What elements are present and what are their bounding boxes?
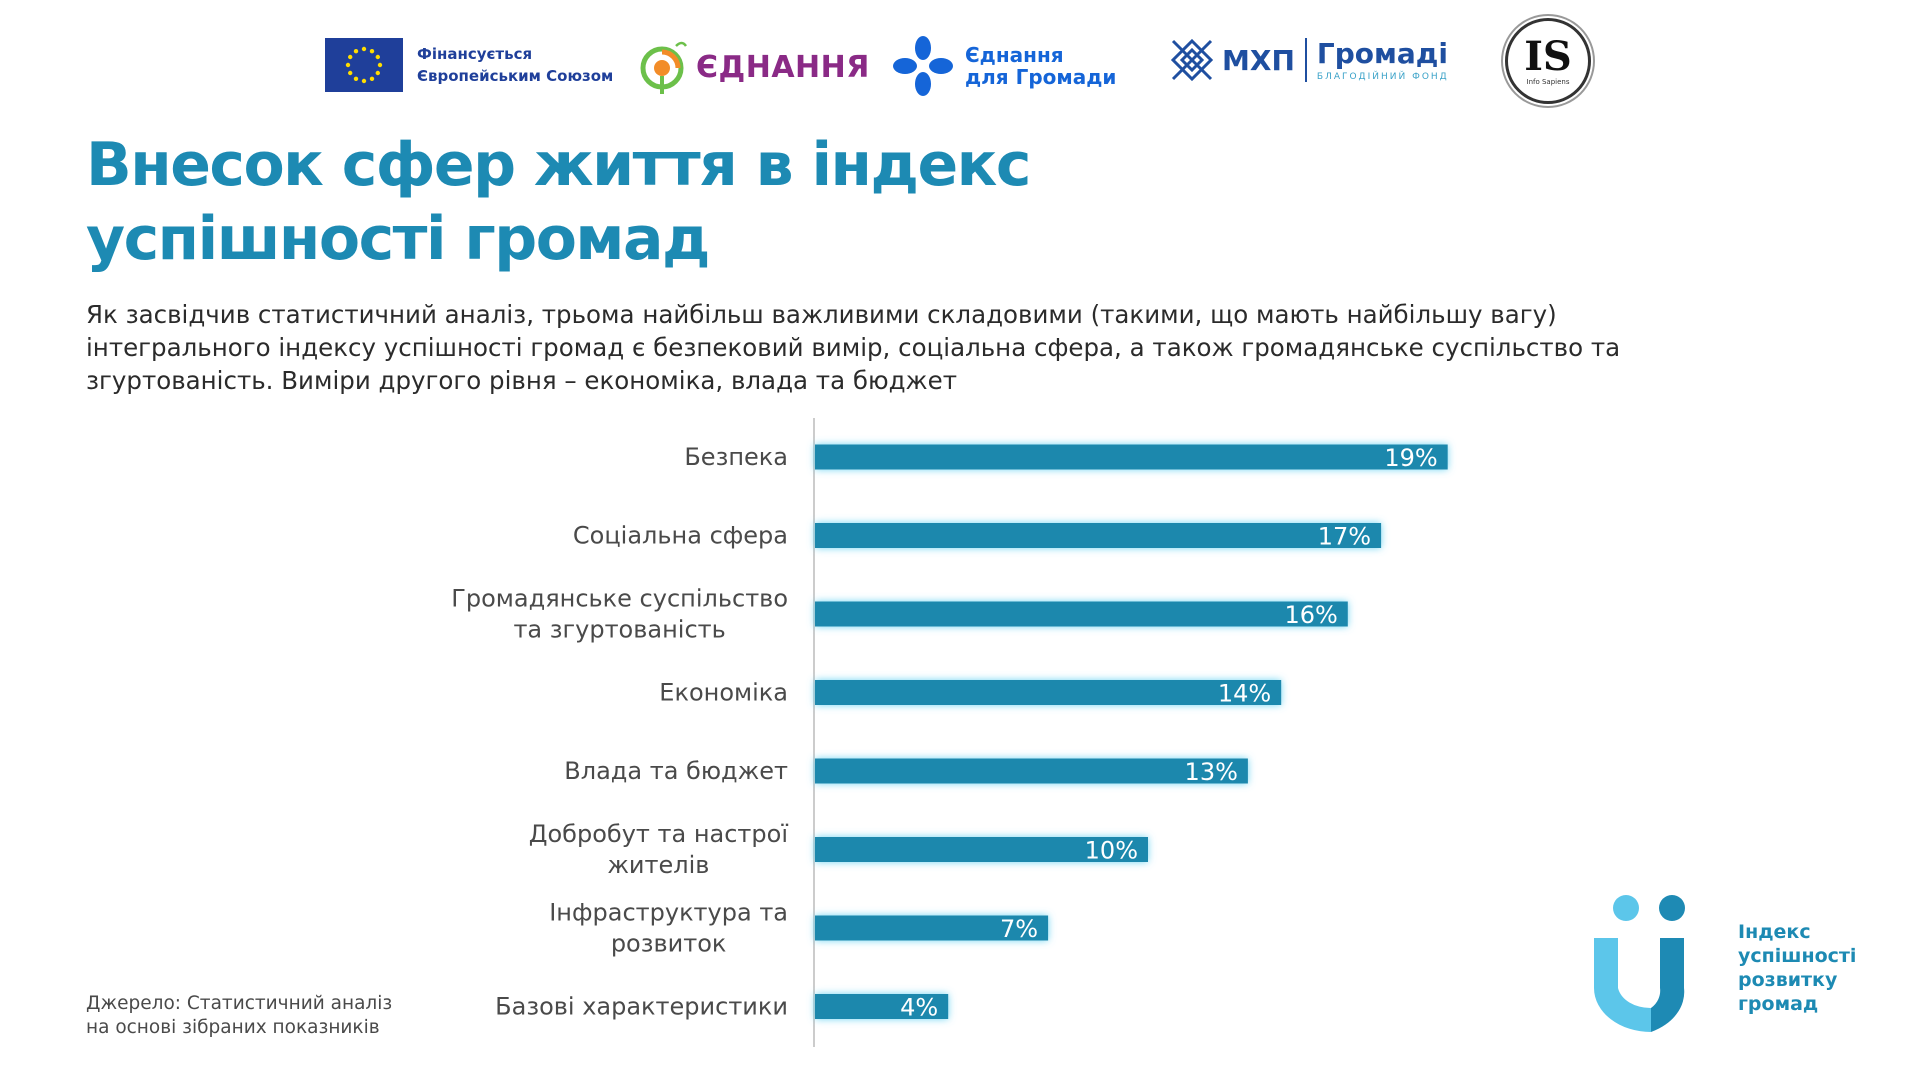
value-label-3: 16%: [1284, 601, 1337, 629]
value-label-8: 4%: [900, 994, 938, 1022]
info-sapiens-logo: IS Info Sapiens: [1505, 18, 1591, 104]
page-title-line2: успішності громад: [86, 204, 710, 274]
category-label-7-line2: розвиток: [611, 930, 727, 958]
source-note: Джерело: Статистичний аналіз на основі з…: [86, 992, 446, 1040]
page-title: Внесок сфер життя в індекс успішності гр…: [86, 128, 1386, 276]
brand-line2: успішності: [1738, 945, 1857, 967]
partner-logos: Фінансується Європейським Союзом ЄДНАННЯ…: [0, 0, 1919, 140]
mhp-fund-caption: БЛАГОДІЙНИЙ ФОНД: [1316, 72, 1449, 82]
mhp-divider: [1304, 38, 1307, 82]
brand-line1: Індекс: [1738, 921, 1811, 943]
category-label-7-line1: Інфраструктура та: [549, 899, 788, 927]
ednannia-hromady-petals-icon: [893, 36, 953, 96]
ednannia-flower-icon: [640, 41, 688, 94]
value-label-1: 19%: [1384, 444, 1437, 472]
category-label-3-line2: та згуртованість: [513, 616, 725, 644]
mhp-wordmark: МХП: [1222, 43, 1295, 77]
bar-4: [815, 680, 1282, 705]
mhp-ornament-icon: [1170, 38, 1214, 82]
category-label-8: Базові характеристики: [495, 993, 788, 1021]
eu-text-line2: Європейським Союзом: [417, 67, 614, 85]
bar-7: [815, 915, 1049, 941]
bar-1: [815, 444, 1448, 470]
mhp-hromadi-logo: МХП Громаді БЛАГОДІЙНИЙ ФОНД: [1170, 38, 1449, 82]
category-label-2: Соціальна сфера: [573, 522, 788, 550]
bar-8: [815, 994, 949, 1019]
value-label-5: 13%: [1185, 758, 1238, 786]
info-sapiens-badge: IS Info Sapiens: [1505, 18, 1591, 104]
brand-line4: громад: [1738, 993, 1819, 1015]
bar-6: [815, 837, 1148, 862]
hromadi-wordmark: Громаді: [1316, 37, 1449, 70]
ednannia-hromady-logo: Єднання для Громади: [893, 36, 1145, 96]
ednannia-logo: ЄДНАННЯ: [640, 38, 870, 96]
value-label-6: 10%: [1085, 837, 1138, 865]
info-sapiens-letters: IS: [1524, 32, 1572, 80]
category-label-6-line1: Добробут та настрої: [529, 820, 789, 848]
eu-logo: Фінансується Європейським Союзом: [325, 38, 617, 92]
eu-text-line1: Фінансується: [417, 45, 533, 63]
bar-3: [815, 601, 1348, 627]
eu-flag-icon: [325, 38, 403, 92]
index-brand-logo: Індекс успішності розвитку громад: [1588, 890, 1898, 1035]
value-label-4: 14%: [1218, 680, 1271, 708]
value-label-7: 7%: [1000, 915, 1038, 943]
brand-line3: розвитку: [1738, 969, 1838, 991]
bar-2: [815, 523, 1382, 548]
bar-5: [815, 758, 1248, 784]
source-line2: на основі зібраних показників: [86, 1017, 380, 1038]
ednannia-hromady-line1: Єднання: [965, 43, 1064, 67]
category-label-5: Влада та бюджет: [564, 757, 788, 785]
category-label-4: Економіка: [659, 679, 788, 707]
info-sapiens-name: Info Sapiens: [1526, 77, 1570, 86]
category-label-3-line1: Громадянське суспільство: [451, 585, 788, 613]
category-label-1: Безпека: [684, 443, 788, 471]
page-subtitle: Як засвідчив статистичний аналіз, трьома…: [86, 300, 1621, 395]
ednannia-wordmark: ЄДНАННЯ: [696, 49, 870, 85]
page-title-line1: Внесок сфер життя в індекс: [86, 130, 1031, 200]
value-label-2: 17%: [1318, 523, 1371, 551]
source-line1: Джерело: Статистичний аналіз: [86, 993, 393, 1014]
category-label-6-line2: жителів: [607, 851, 709, 879]
index-brand-mark-icon: [1594, 895, 1685, 1032]
ednannia-hromady-line2: для Громади: [965, 65, 1117, 89]
